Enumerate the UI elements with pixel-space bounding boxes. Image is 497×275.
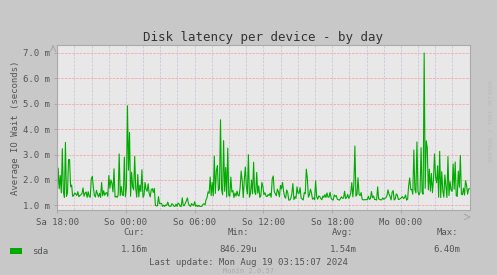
Text: 1.16m: 1.16m: [121, 245, 148, 254]
Text: Max:: Max:: [436, 228, 458, 237]
Text: Last update: Mon Aug 19 03:15:07 2024: Last update: Mon Aug 19 03:15:07 2024: [149, 258, 348, 266]
Text: 6.40m: 6.40m: [434, 245, 461, 254]
Text: sda: sda: [32, 247, 48, 256]
Text: 846.29u: 846.29u: [220, 245, 257, 254]
Text: Munin 2.0.57: Munin 2.0.57: [223, 268, 274, 274]
Text: Min:: Min:: [228, 228, 249, 237]
Title: Disk latency per device - by day: Disk latency per device - by day: [144, 31, 383, 44]
Text: 1.54m: 1.54m: [330, 245, 356, 254]
Text: Cur:: Cur:: [123, 228, 145, 237]
Text: Avg:: Avg:: [332, 228, 354, 237]
Text: RRDTOOL / TOBI OETIKER: RRDTOOL / TOBI OETIKER: [488, 80, 493, 162]
Y-axis label: Average IO Wait (seconds): Average IO Wait (seconds): [11, 61, 20, 195]
